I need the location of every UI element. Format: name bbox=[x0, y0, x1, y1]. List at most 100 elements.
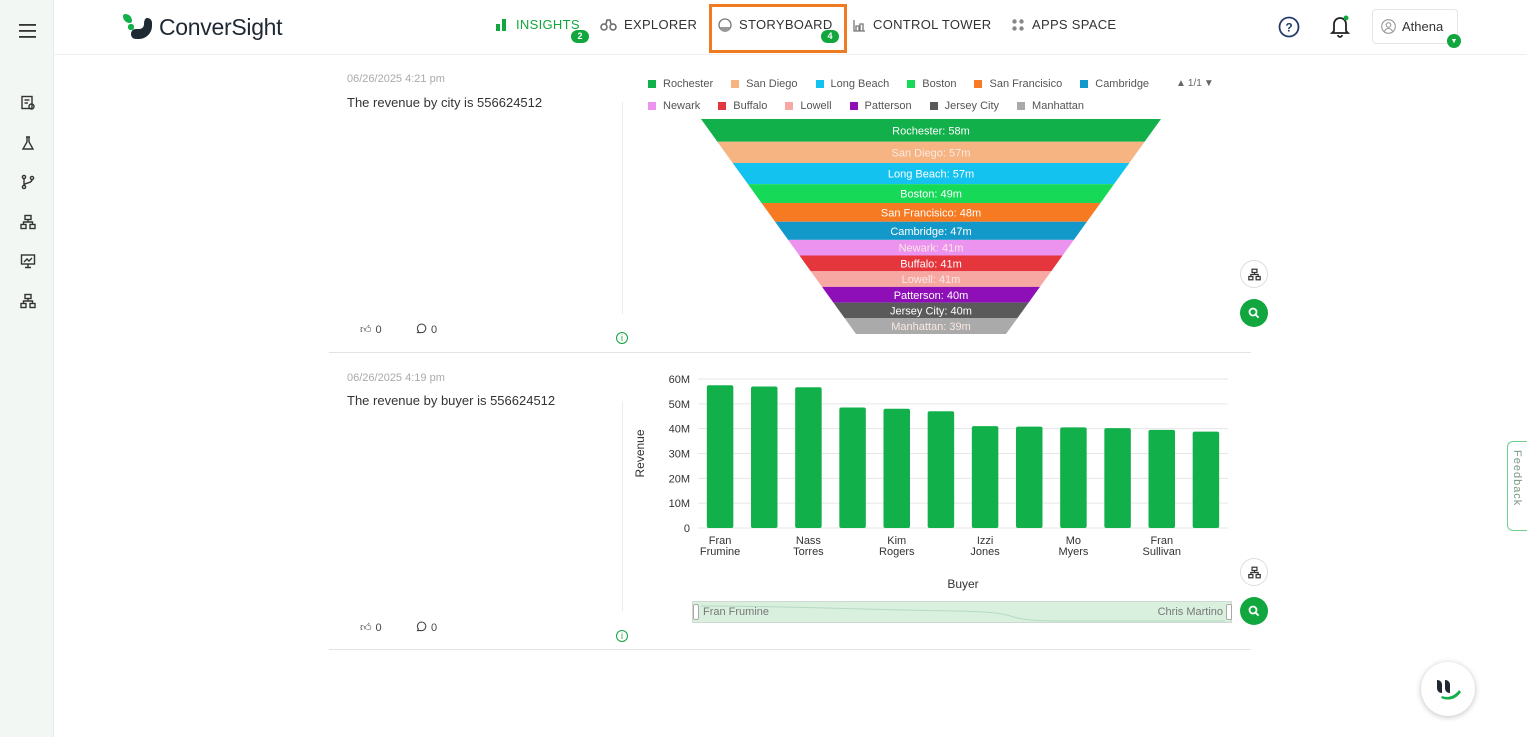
like-button[interactable]: 👍︎ 0 bbox=[360, 621, 382, 635]
legend-pager[interactable]: ▲ 1/1 ▼ bbox=[1176, 78, 1214, 89]
bar[interactable] bbox=[1016, 426, 1043, 528]
slider-preview-line bbox=[700, 605, 1225, 622]
legend-item[interactable]: Rochester bbox=[648, 78, 713, 90]
legend-item[interactable]: Jersey City bbox=[929, 100, 1000, 112]
bar[interactable] bbox=[1148, 429, 1176, 528]
funnel-segment-label: Long Beach: 57m bbox=[888, 169, 974, 181]
funnel-segment[interactable] bbox=[701, 119, 1161, 142]
info-icon[interactable]: i bbox=[616, 332, 628, 344]
user-menu-button[interactable]: Athena bbox=[1372, 9, 1458, 44]
legend-item[interactable]: Newark bbox=[648, 100, 700, 112]
legend-swatch bbox=[849, 102, 858, 110]
funnel-segment[interactable] bbox=[732, 162, 1130, 185]
thumbs-up-icon: 👍︎ bbox=[360, 324, 372, 336]
legend-item[interactable]: Long Beach bbox=[815, 78, 890, 90]
y-tick-label: 40M bbox=[669, 424, 690, 436]
bar-chart: 010M20M30M40M50M60MFranFrumineNassTorres… bbox=[633, 374, 1228, 591]
bar[interactable] bbox=[883, 408, 911, 528]
bar[interactable] bbox=[795, 387, 822, 528]
bar[interactable] bbox=[927, 411, 955, 528]
bar[interactable] bbox=[706, 385, 734, 528]
legend-item[interactable]: Cambridge bbox=[1080, 78, 1149, 90]
x-tick-label: Nass bbox=[796, 535, 822, 547]
x-tick-label: Rogers bbox=[879, 546, 915, 558]
chart-legend-row-1: Rochester San Diego Long Beach Boston San Fr… bbox=[648, 78, 1167, 90]
funnel-segment-label: Newark: 41m bbox=[899, 243, 964, 255]
assistant-bot-button[interactable] bbox=[1421, 662, 1475, 716]
legend-label: Long Beach bbox=[830, 78, 890, 90]
funnel-segment[interactable] bbox=[775, 221, 1087, 240]
funnel-segment[interactable] bbox=[810, 271, 1052, 287]
legend-swatch bbox=[648, 80, 656, 88]
drill-down-button[interactable] bbox=[1240, 260, 1268, 288]
legend-item[interactable]: Boston bbox=[907, 78, 956, 90]
funnel-segment[interactable] bbox=[833, 302, 1029, 319]
bar[interactable] bbox=[839, 407, 866, 528]
flask-icon[interactable] bbox=[17, 132, 39, 154]
funnel-segment[interactable] bbox=[822, 286, 1040, 303]
presentation-icon[interactable] bbox=[17, 250, 39, 272]
report-icon[interactable] bbox=[17, 92, 39, 114]
menu-icon[interactable] bbox=[17, 20, 39, 42]
zoom-slider[interactable]: Fran Frumine Chris Martino bbox=[692, 601, 1232, 623]
nav-explorer[interactable]: EXPLORER bbox=[600, 17, 697, 32]
slider-start-label: Fran Frumine bbox=[703, 606, 770, 618]
nav-storyboard[interactable]: STORYBOARD bbox=[718, 17, 833, 32]
comment-button[interactable]: 0 bbox=[416, 621, 437, 635]
bar[interactable] bbox=[971, 426, 999, 528]
chevron-down-icon[interactable]: ▼ bbox=[1447, 34, 1461, 48]
x-tick-label: Frumine bbox=[700, 546, 740, 558]
funnel-segment[interactable] bbox=[747, 184, 1115, 203]
x-axis-title: Buyer bbox=[947, 577, 978, 591]
funnel-segment[interactable] bbox=[761, 202, 1101, 222]
y-tick-label: 30M bbox=[669, 449, 690, 461]
bell-icon[interactable] bbox=[1328, 14, 1352, 38]
storyboard-badge: 4 bbox=[821, 30, 839, 43]
bar[interactable] bbox=[1192, 431, 1220, 528]
hierarchy-icon[interactable] bbox=[17, 211, 39, 233]
legend-item[interactable]: San Francisico bbox=[974, 78, 1062, 90]
zoom-button[interactable] bbox=[1240, 597, 1268, 625]
legend-item[interactable]: Buffalo bbox=[718, 100, 767, 112]
nav-apps-space[interactable]: APPS SPACE bbox=[1011, 17, 1116, 32]
legend-swatch bbox=[718, 102, 727, 110]
zoom-button[interactable] bbox=[1240, 299, 1268, 327]
pager-up-icon[interactable]: ▲ bbox=[1176, 78, 1186, 89]
legend-label: Jersey City bbox=[944, 100, 1000, 112]
slider-end-label: Chris Martino bbox=[1157, 606, 1223, 618]
app-logo[interactable]: ConverSight bbox=[121, 12, 283, 42]
card-divider bbox=[622, 102, 623, 314]
funnel-segment[interactable] bbox=[844, 318, 1018, 334]
legend-item[interactable]: Manhattan bbox=[1017, 100, 1084, 112]
x-tick-label: Sullivan bbox=[1142, 546, 1181, 558]
legend-swatch bbox=[929, 102, 938, 110]
drill-down-button[interactable] bbox=[1240, 558, 1268, 586]
slider-right-handle[interactable] bbox=[1226, 604, 1232, 620]
bar[interactable] bbox=[751, 386, 778, 528]
legend-item[interactable]: San Diego bbox=[731, 78, 798, 90]
pager-down-icon[interactable]: ▼ bbox=[1203, 78, 1214, 89]
nav-insights[interactable]: INSIGHTS bbox=[495, 17, 580, 32]
funnel-segment[interactable] bbox=[717, 141, 1145, 163]
help-icon[interactable]: ? bbox=[1278, 16, 1300, 38]
bar[interactable] bbox=[1104, 428, 1131, 528]
info-icon[interactable]: i bbox=[616, 630, 628, 642]
feedback-tab[interactable]: Feedback bbox=[1507, 441, 1527, 531]
branch-icon[interactable] bbox=[17, 171, 39, 193]
slider-left-handle[interactable] bbox=[693, 604, 699, 620]
user-avatar-icon bbox=[1381, 19, 1396, 34]
funnel-segment[interactable] bbox=[799, 255, 1063, 272]
nav-control-tower[interactable]: CONTROL TOWER bbox=[852, 17, 992, 32]
app-name: ConverSight bbox=[159, 13, 283, 40]
funnel-segment[interactable] bbox=[788, 239, 1074, 256]
funnel-segment-label: Buffalo: 41m bbox=[900, 258, 962, 270]
bar[interactable] bbox=[1060, 427, 1087, 528]
insight-card: 06/26/2025 4:19 pm The revenue by buyer … bbox=[329, 353, 1251, 650]
legend-item[interactable]: Patterson bbox=[849, 100, 912, 112]
comment-button[interactable]: 0 bbox=[416, 323, 437, 337]
legend-item[interactable]: Lowell bbox=[785, 100, 832, 112]
org-chart-icon[interactable] bbox=[17, 290, 39, 312]
x-tick-label: Mo bbox=[1066, 535, 1081, 547]
comment-icon bbox=[416, 621, 427, 635]
like-button[interactable]: 👍︎ 0 bbox=[360, 323, 382, 337]
